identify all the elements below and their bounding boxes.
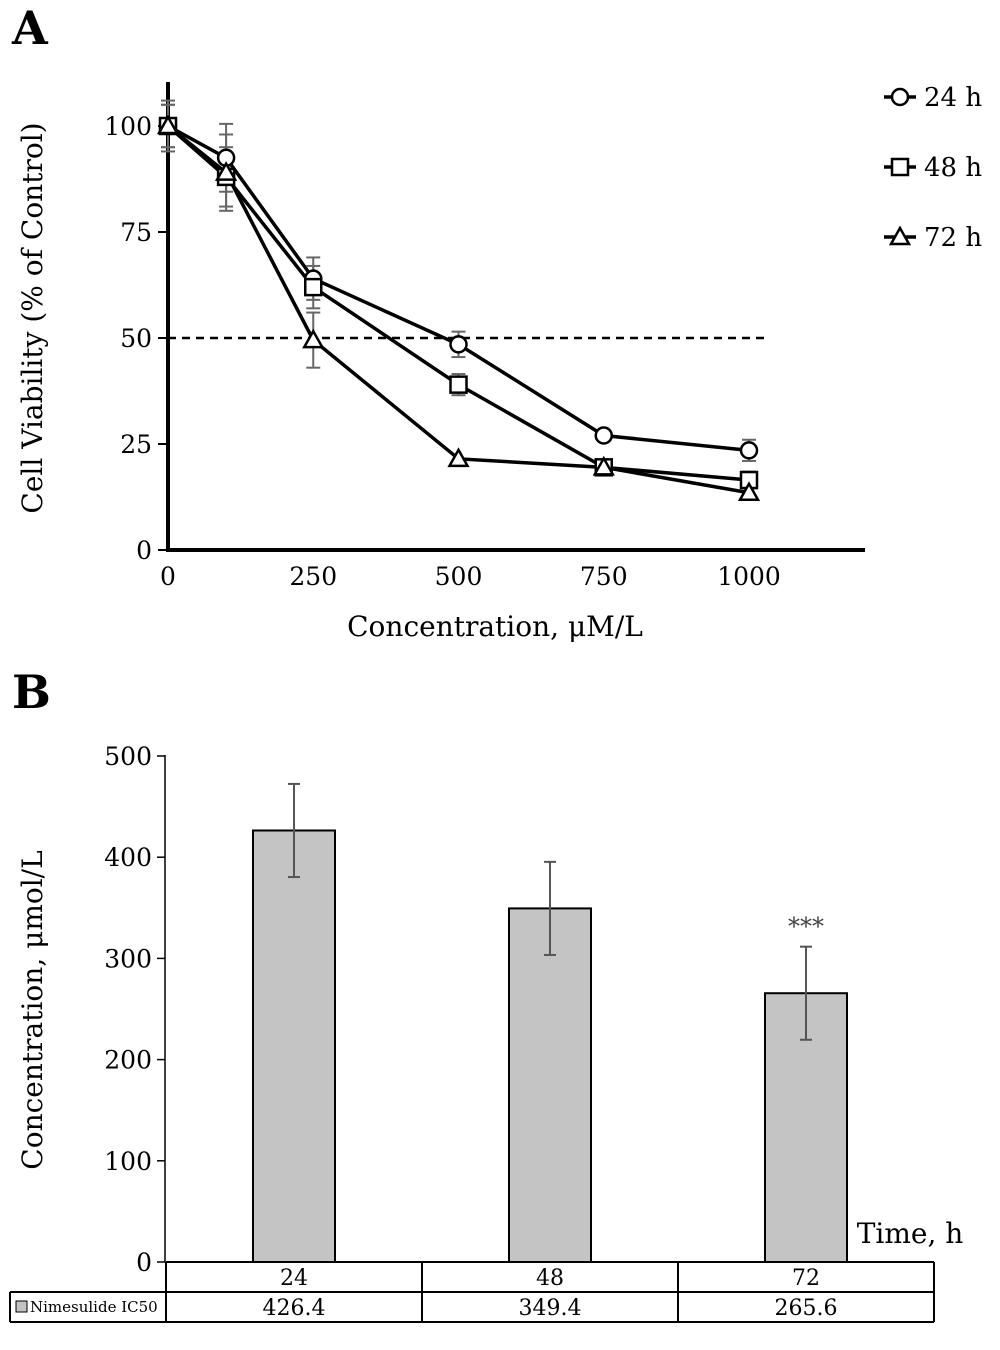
x-axis-title: Concentration, μM/L [347,610,643,643]
legend-label: 48 h [924,153,982,183]
data-point-triangle [214,161,238,181]
y-axis-title: Concentration, μmol/L [16,850,49,1169]
panel-a-axes [166,82,865,552]
data-point-triangle [592,455,615,476]
category-label: 48 [536,1266,564,1291]
y-tick-label: 0 [136,1248,152,1277]
x-tick-label: 250 [289,562,337,591]
y-tick-label: 400 [104,843,152,872]
panel-a: A 0 250 500 750 1000 0 25 50 75 100 Concentration… [11,1,982,643]
y-tick-label: 0 [136,536,152,565]
series-line-48h [166,124,750,482]
y-tick-label: 200 [104,1046,152,1075]
legend-marker-square [890,157,910,177]
data-point-square [304,277,323,297]
x-tick-label: 1000 [717,562,781,591]
panel-a-label: A [11,1,49,55]
data-point-square [449,375,468,394]
legend-marker-circle [890,87,910,107]
y-tick-label: 75 [120,218,152,247]
data-point-circle [594,426,613,445]
bar-24 [252,829,336,1264]
table-value: 265.6 [775,1296,838,1321]
panel-b-label: B [12,665,51,719]
x-tick-label: 750 [580,562,628,591]
x-tick-label: 500 [435,562,483,591]
series-swatch [15,1300,28,1313]
data-point-triangle [737,481,761,502]
legend-label: 24 h [924,83,982,113]
category-label: 24 [280,1266,308,1291]
series-line-72h [166,124,750,495]
y-tick-label: 500 [104,742,152,771]
y-tick-label: 100 [104,112,152,141]
y-axis-title: Cell Viability (% of Control) [16,122,49,513]
legend: 24 h 48 h 72 h [884,83,982,253]
x-axis-title: Time, h [857,1217,964,1250]
legend-marker-triangle [888,225,912,246]
series-name: Nimesulide IC50 [30,1298,158,1316]
y-tick-label: 100 [104,1147,152,1176]
data-table: 24 48 72 426.4 349.4 265.6 Nimesulide IC50 [9,1261,935,1323]
series-line-24h [167,124,750,453]
data-point-circle [449,335,468,354]
category-label: 72 [792,1266,820,1291]
x-tick-label: 0 [160,562,176,591]
y-tick-label: 25 [120,430,152,459]
table-value: 426.4 [263,1296,326,1321]
y-tick-label: 50 [120,324,152,353]
bar-48 [508,907,592,1264]
panel-b: B 0 100 200 300 400 500 *** Concentration, μm… [9,665,964,1323]
data-point-triangle [156,114,180,135]
data-point-circle [739,441,759,460]
table-value: 349.4 [519,1296,582,1321]
data-point-triangle [447,447,470,468]
legend-label: 72 h [924,223,982,253]
significance-annotation: *** [788,913,824,941]
y-tick-label: 300 [104,944,152,973]
data-point-triangle [302,328,325,349]
